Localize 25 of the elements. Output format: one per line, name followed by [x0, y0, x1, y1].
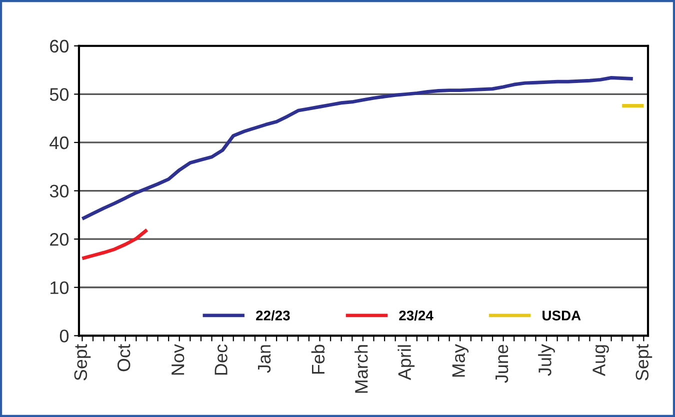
y-tick-label: 0 [60, 330, 69, 342]
x-tick-label: Sept [74, 344, 91, 380]
y-tick-label: 40 [50, 136, 69, 150]
line-series [80, 76, 635, 221]
line-series [80, 228, 149, 260]
x-tick-label: March [354, 345, 368, 393]
y-tick-label: 60 [50, 40, 69, 53]
x-tick-label: May [452, 344, 469, 377]
x-tick-label: July [538, 344, 555, 376]
y-tick-label: 30 [50, 184, 69, 198]
x-tick-label: Aug [592, 345, 609, 376]
x-tick-label: Sept [636, 344, 652, 380]
x-tick-label: April [398, 345, 415, 380]
legend-label: 23/24 [399, 310, 434, 321]
legend-label: USDA [542, 310, 581, 320]
x-tick-label: Feb [311, 344, 325, 374]
x-tick-label: Oct [117, 344, 130, 372]
y-tick-label: 50 [50, 88, 69, 101]
legend-label: 22/23 [256, 310, 290, 321]
y-tick-label: 20 [50, 233, 69, 246]
x-tick-label: June [496, 344, 508, 383]
x-tick-label: Nov [172, 344, 184, 375]
y-tick-label: 10 [50, 281, 69, 294]
x-tick-label: Dec [214, 344, 228, 375]
x-tick-label: Jan [258, 345, 271, 373]
